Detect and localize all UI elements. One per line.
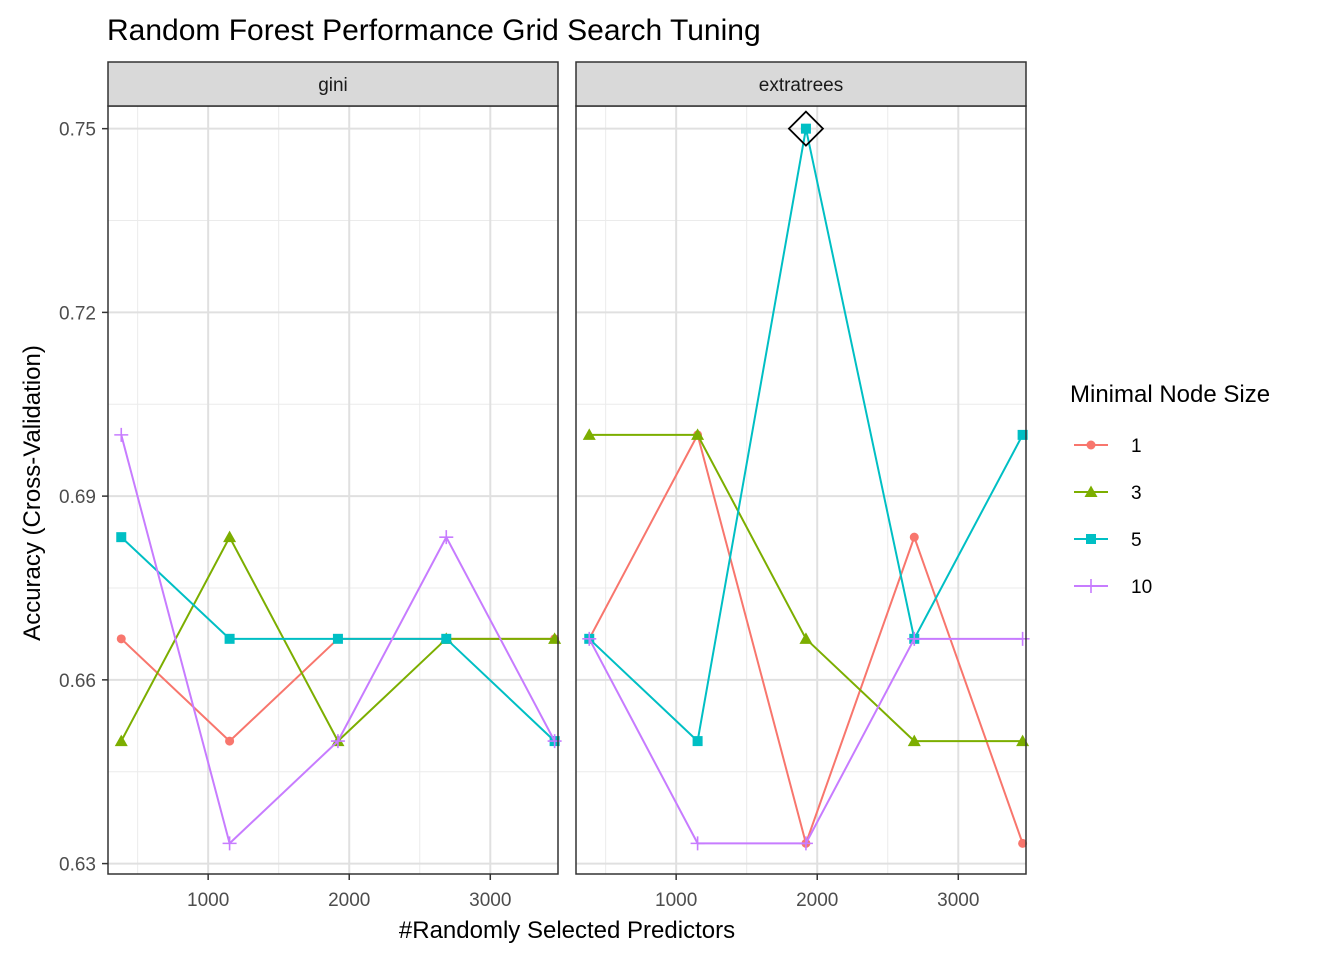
data-point [116, 532, 127, 543]
x-tick-label: 3000 [937, 890, 979, 911]
data-point [114, 734, 128, 747]
marker-plus-stroke [114, 427, 129, 442]
data-point [1018, 838, 1028, 848]
data-point [691, 428, 705, 440]
x-tick-label: 1000 [655, 890, 697, 911]
panel-background [576, 106, 1026, 874]
legend-label: 10 [1131, 577, 1152, 598]
legend-item-3: 3 [1074, 483, 1142, 504]
data-point [222, 836, 237, 851]
legend-item-10: 10 [1074, 577, 1152, 598]
best-result-diamond [787, 110, 825, 147]
chart-title: Random Forest Performance Grid Search Tu… [107, 14, 761, 47]
data-point [907, 631, 922, 646]
y-tick-label: 0.72 [59, 303, 96, 324]
x-axis-label: #Randomly Selected Predictors [399, 917, 735, 944]
data-point [907, 734, 921, 747]
facet-strip-label: gini [318, 75, 348, 96]
y-tick-label: 0.66 [59, 671, 96, 692]
x-tick-label: 2000 [796, 890, 838, 911]
data-point [582, 631, 597, 646]
marker-plus-stroke [1015, 631, 1030, 646]
panel-extratrees: extratrees 1000 2000 3000 [575, 61, 1030, 911]
legend-key-marker [1084, 579, 1098, 593]
data-point [690, 836, 705, 851]
facet-strip [107, 61, 559, 107]
x-tick-label: 2000 [328, 890, 370, 911]
legend-item-5: 5 [1074, 530, 1142, 551]
legend-label: 5 [1131, 530, 1142, 551]
marker-plus-stroke [690, 836, 705, 851]
marker-plus-stroke [439, 530, 454, 545]
data-point [224, 633, 235, 644]
data-point [441, 633, 452, 644]
marker-plus-stroke [222, 836, 237, 851]
facet-strip [575, 61, 1027, 107]
data-point [1015, 631, 1030, 646]
legend-label: 1 [1131, 436, 1142, 457]
data-point [909, 532, 919, 542]
y-tick-label: 0.75 [59, 120, 96, 141]
facet-strip-label: extratrees [759, 75, 843, 96]
data-point [116, 634, 126, 644]
data-point [799, 632, 813, 644]
panel-gini: gini 1000 2000 3000 0.63 0.66 0.69 0.72 0.75 [59, 61, 562, 911]
marker-plus-stroke [1084, 579, 1098, 593]
y-tick-label: 0.69 [59, 487, 96, 508]
data-point [223, 530, 237, 543]
marker-plus-stroke [798, 836, 813, 851]
data-point [692, 736, 703, 747]
data-point [332, 633, 343, 644]
legend-key-marker [1086, 440, 1096, 450]
data-point [225, 736, 235, 746]
legend-title: Minimal Node Size [1070, 381, 1270, 408]
marker-plus-stroke [582, 631, 597, 646]
y-tick-label: 0.63 [59, 855, 96, 876]
marker-plus-stroke [330, 734, 345, 749]
data-point [439, 530, 454, 545]
legend-key-marker [1084, 485, 1098, 497]
data-point [1017, 429, 1028, 440]
data-point [582, 428, 596, 440]
marker-plus-stroke [547, 734, 562, 749]
x-tick-label: 3000 [469, 890, 511, 911]
y-axis-label: Accuracy (Cross-Validation) [19, 345, 46, 641]
data-point [800, 123, 811, 134]
legend-item-1: 1 [1074, 436, 1142, 457]
legend-label: 3 [1131, 483, 1142, 504]
data-point [547, 734, 562, 749]
data-point [798, 836, 813, 851]
data-point [330, 734, 345, 749]
data-point [114, 427, 129, 442]
marker-plus-stroke [907, 631, 922, 646]
legend-key-marker [1086, 534, 1096, 544]
x-tick-label: 1000 [187, 890, 229, 911]
